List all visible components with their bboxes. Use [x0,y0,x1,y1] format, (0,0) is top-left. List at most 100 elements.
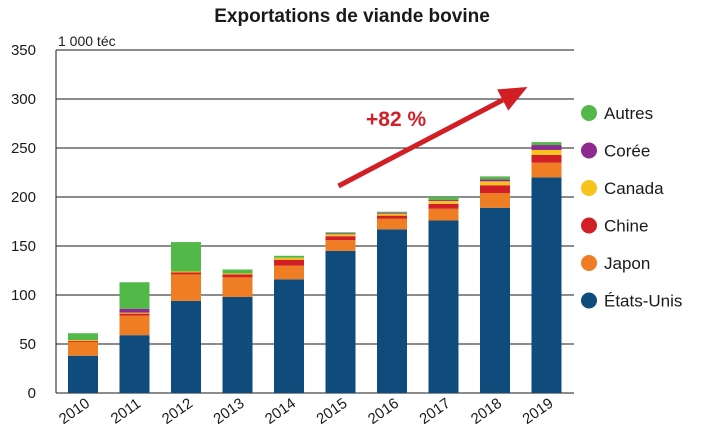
bar-stack-2015 [325,232,356,393]
bar-segment-Canada-2011 [119,312,150,314]
bar-segment-Canada-2017 [428,200,459,204]
bar-segment-Japon-2012 [171,274,201,301]
bar-stack-2016 [377,211,407,393]
y-tick-label: 350 [11,42,36,59]
y-tick-label: 50 [19,336,36,353]
y-axis-ticks: 0 50 100 150 200 250 300 350 [11,42,36,402]
bar-segment-Japon-2019 [531,162,562,178]
bar-segment-Canada-2012 [171,271,201,273]
bar-segment-États-Unis-2016 [377,229,407,393]
bar-segment-États-Unis-2018 [480,207,510,393]
bar-segment-Canada-2018 [480,181,510,186]
bar-stack-2011 [119,282,150,393]
bar-segment-Chine-2016 [377,215,407,219]
bar-segment-Autres-2013 [222,269,253,274]
bar-stack-2012 [171,242,201,393]
bar-segment-Corée-2017 [428,199,459,201]
bar-segment-Autres-2016 [377,211,407,213]
y-axis-unit-label: 1 000 téc [58,33,116,49]
legend-label: Autres [604,104,653,123]
y-tick-label: 250 [11,140,36,157]
legend-marker [581,180,597,196]
bar-segment-Canada-2019 [531,149,562,155]
bar-segment-États-Unis-2010 [68,355,98,393]
bar-segment-Chine-2012 [171,272,201,275]
growth-arrow-shaft [337,97,504,189]
bar-segment-Japon-2011 [119,315,150,336]
x-tick-label: 2012 [159,395,196,428]
chart-title: Exportations de viande bovine [214,6,490,27]
legend-item: Canada [581,179,664,198]
bar-segment-Corée-2018 [480,179,510,182]
bar-segment-Corée-2016 [377,212,407,214]
bar-segment-Japon-2017 [428,208,459,221]
bar-segment-Autres-2010 [68,333,98,341]
bar-stack-2017 [428,197,459,393]
bars [68,142,562,393]
x-tick-label: 2017 [416,395,453,428]
bar-segment-Autres-2019 [531,142,562,146]
bar-segment-Canada-2015 [325,234,356,237]
x-tick-label: 2018 [468,395,505,428]
bar-segment-États-Unis-2015 [325,250,356,393]
bar-segment-Chine-2010 [68,341,98,343]
x-axis-ticks: 2010 2011 2012 2013 2014 2015 2016 2017 2018 2019 [56,395,557,428]
legend-marker [581,292,597,309]
y-tick-label: 100 [11,287,36,304]
bar-segment-Chine-2013 [222,274,253,278]
y-tick-label: 0 [28,385,36,402]
bar-segment-États-Unis-2017 [428,220,459,393]
bar-segment-Autres-2018 [480,176,510,180]
bar-segment-Japon-2010 [68,342,98,356]
bar-segment-Autres-2017 [428,197,459,200]
bar-segment-Chine-2011 [119,313,150,316]
y-tick-label: 300 [11,91,36,108]
legend-marker [581,142,597,159]
bar-segment-Corée-2019 [531,145,562,150]
legend-label: Japon [604,254,650,273]
bar-segment-Chine-2019 [531,154,562,163]
y-tick-label: 150 [11,238,36,255]
bar-stack-2018 [480,176,510,393]
growth-annotation-label: +82 % [366,108,426,131]
bar-segment-Canada-2014 [274,257,304,260]
legend-label: États-Unis [604,292,682,311]
legend-item: Japon [581,254,650,273]
bar-segment-États-Unis-2013 [222,296,253,393]
legend-label: Canada [604,179,664,198]
x-tick-label: 2014 [262,395,299,428]
growth-arrow-head [497,87,528,111]
legend-marker [581,105,597,121]
bar-segment-Chine-2015 [325,236,356,241]
bar-segment-Canada-2013 [222,273,253,275]
bar-segment-États-Unis-2019 [531,177,562,393]
bar-stack-2010 [68,333,98,393]
bar-segment-Chine-2014 [274,259,304,266]
bar-stack-2019 [531,142,562,393]
bar-segment-Autres-2014 [274,255,304,258]
legend-marker [581,217,597,234]
x-tick-label: 2013 [210,395,247,428]
bar-segment-Autres-2015 [325,232,356,234]
x-tick-label: 2019 [519,395,556,428]
bar-segment-Autres-2012 [171,242,201,272]
bar-segment-Japon-2015 [325,240,356,251]
bar-stack-2013 [222,269,253,393]
legend-item: États-Unis [581,292,682,311]
y-tick-label: 200 [11,189,36,206]
legend-item: Corée [581,142,650,161]
legend-marker [581,255,597,271]
legend-label: Corée [604,142,650,161]
bar-segment-Corée-2015 [325,233,356,235]
bar-segment-Canada-2010 [68,340,98,342]
bar-segment-Canada-2016 [377,213,407,216]
bar-segment-États-Unis-2012 [171,300,201,393]
x-tick-label: 2011 [108,395,144,427]
bar-segment-Japon-2018 [480,193,510,208]
bar-segment-Japon-2016 [377,218,407,230]
x-tick-label: 2010 [56,395,93,428]
legend: Autres Corée Canada Chine Japon États-Unis [581,104,682,311]
bar-segment-Autres-2011 [119,282,150,309]
